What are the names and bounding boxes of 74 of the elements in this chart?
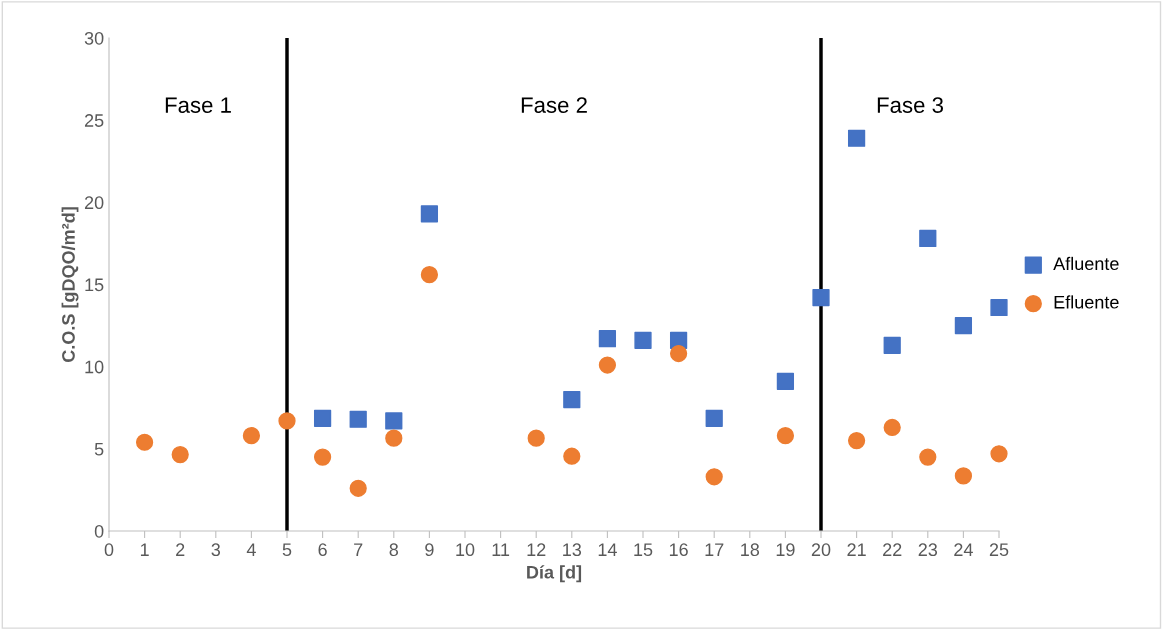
x-tick-label: 21 <box>847 543 866 556</box>
point <box>171 445 189 464</box>
point <box>919 448 937 466</box>
y-tick-label: 5 <box>94 442 104 456</box>
y-tick-label: 15 <box>85 278 104 292</box>
point <box>385 412 403 430</box>
point <box>598 330 617 348</box>
x-tick-label: 19 <box>776 543 795 557</box>
x-tick-label: 1 <box>140 543 149 556</box>
legend-label: Afluente <box>1053 256 1119 271</box>
x-tick-label: 7 <box>354 543 363 556</box>
x-tick-label: 14 <box>598 543 617 556</box>
x-tick-label: 20 <box>811 543 831 557</box>
x-tick-label: 24 <box>954 543 973 556</box>
y-axis-title: C.O.S [gDQO/m²d] <box>61 207 79 362</box>
x-tick-label: 3 <box>211 543 221 557</box>
point <box>420 205 439 223</box>
annotation: Fase 1 <box>165 97 231 113</box>
x-tick-label: 13 <box>563 543 582 557</box>
x-axis-title: Día [d] <box>527 565 582 583</box>
x-tick-label: 18 <box>741 543 760 557</box>
point <box>313 409 332 428</box>
point <box>313 448 332 466</box>
x-tick-label: 0 <box>104 543 114 557</box>
point <box>847 432 866 450</box>
x-tick-label: 12 <box>527 543 546 556</box>
point <box>242 427 261 445</box>
y-tick-label: 20 <box>84 196 104 210</box>
x-tick-label: 2 <box>176 543 185 556</box>
point <box>812 289 830 307</box>
x-tick-label: 25 <box>989 543 1009 557</box>
legend-label: Efluente <box>1054 295 1119 309</box>
y-tick-label: 10 <box>85 360 104 374</box>
x-tick-label: 4 <box>246 543 256 556</box>
point <box>527 429 545 447</box>
point <box>954 316 973 335</box>
point <box>883 336 901 354</box>
y-tick-label: 25 <box>84 114 104 127</box>
point <box>776 427 795 445</box>
point <box>705 409 723 428</box>
x-tick-label: 8 <box>389 543 399 557</box>
y-tick-label: 0 <box>94 524 104 538</box>
point <box>420 266 439 284</box>
point <box>954 467 973 485</box>
point <box>278 412 296 430</box>
annotation: Fase 3 <box>877 97 943 113</box>
point <box>135 433 154 451</box>
x-tick-label: 23 <box>918 543 938 557</box>
point <box>776 372 795 391</box>
x-tick-label: 9 <box>425 543 434 557</box>
point <box>563 447 581 465</box>
x-tick-label: 5 <box>282 543 292 557</box>
x-tick-label: 10 <box>456 543 475 557</box>
y-tick-label: 30 <box>84 31 104 45</box>
x-tick-label: 16 <box>669 543 688 557</box>
x-tick-label: 6 <box>318 543 327 557</box>
annotation: Fase 2 <box>521 97 587 113</box>
point <box>990 445 1008 463</box>
point <box>669 344 688 363</box>
point <box>705 468 723 486</box>
point <box>385 429 403 447</box>
point <box>919 229 937 248</box>
point <box>990 298 1008 317</box>
point <box>883 418 901 437</box>
point <box>349 479 367 497</box>
point <box>847 129 866 147</box>
point <box>634 331 652 349</box>
x-tick-label: 17 <box>705 543 724 556</box>
point <box>349 410 367 428</box>
point <box>563 390 581 409</box>
x-tick-label: 15 <box>634 543 653 557</box>
x-tick-label: 22 <box>883 543 902 556</box>
point <box>598 356 617 374</box>
x-tick-label: 11 <box>492 543 510 556</box>
